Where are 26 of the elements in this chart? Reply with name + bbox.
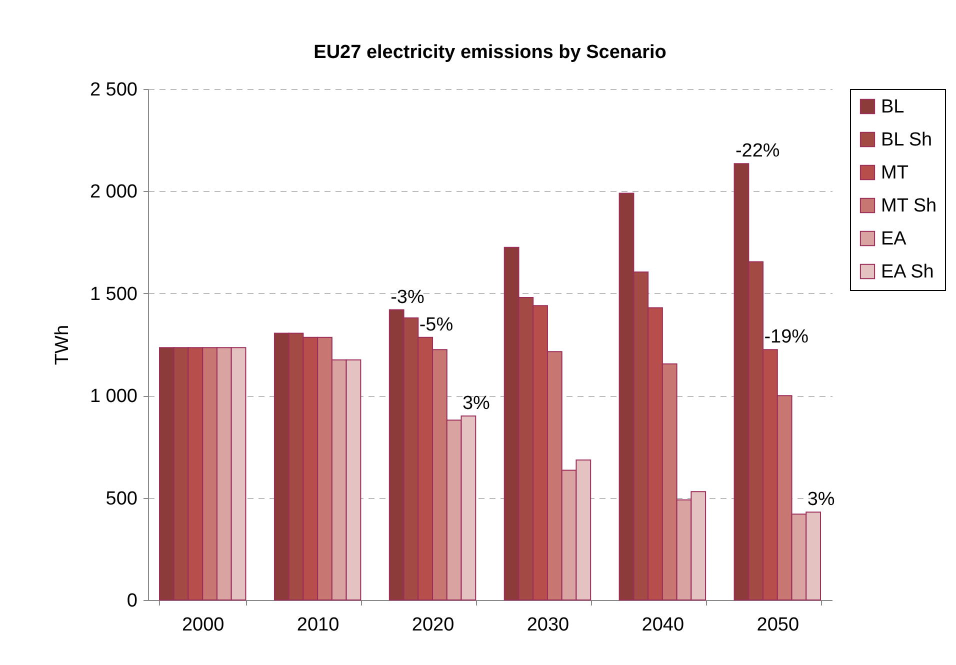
x-tick-label: 2020 <box>412 614 454 636</box>
x-tick-label: 2030 <box>526 614 570 636</box>
legend-label: EA Sh <box>881 262 934 282</box>
y-tick-label: 0 <box>126 590 138 612</box>
x-tick-label: 2040 <box>642 614 684 636</box>
annotation: -22% <box>735 140 780 162</box>
legend-label: BL <box>881 96 904 118</box>
chart-title: EU27 electricity emissions by Scenario <box>314 42 666 63</box>
legend-label: BL Sh <box>881 130 932 150</box>
legend-label: MT Sh <box>881 196 937 216</box>
annotation: -3% <box>390 286 424 308</box>
y-tick-label: 2 000 <box>90 182 138 203</box>
y-tick-label: 2 500 <box>90 80 138 100</box>
annotation: -5% <box>419 314 454 336</box>
legend-label: MT <box>881 162 909 184</box>
y-axis-title: TWh <box>52 324 73 366</box>
legend-label: EA <box>881 228 907 250</box>
y-tick-label: 500 <box>106 488 138 510</box>
x-tick-label: 2010 <box>296 614 340 636</box>
annotation: 3% <box>462 393 490 414</box>
annotation: 3% <box>807 489 835 510</box>
x-tick-label: 2050 <box>756 614 800 636</box>
x-tick-label: 2000 <box>182 614 224 636</box>
y-tick-label: 1 500 <box>90 284 138 305</box>
y-tick-label: 1 000 <box>90 386 138 408</box>
annotation: -19% <box>764 326 809 348</box>
